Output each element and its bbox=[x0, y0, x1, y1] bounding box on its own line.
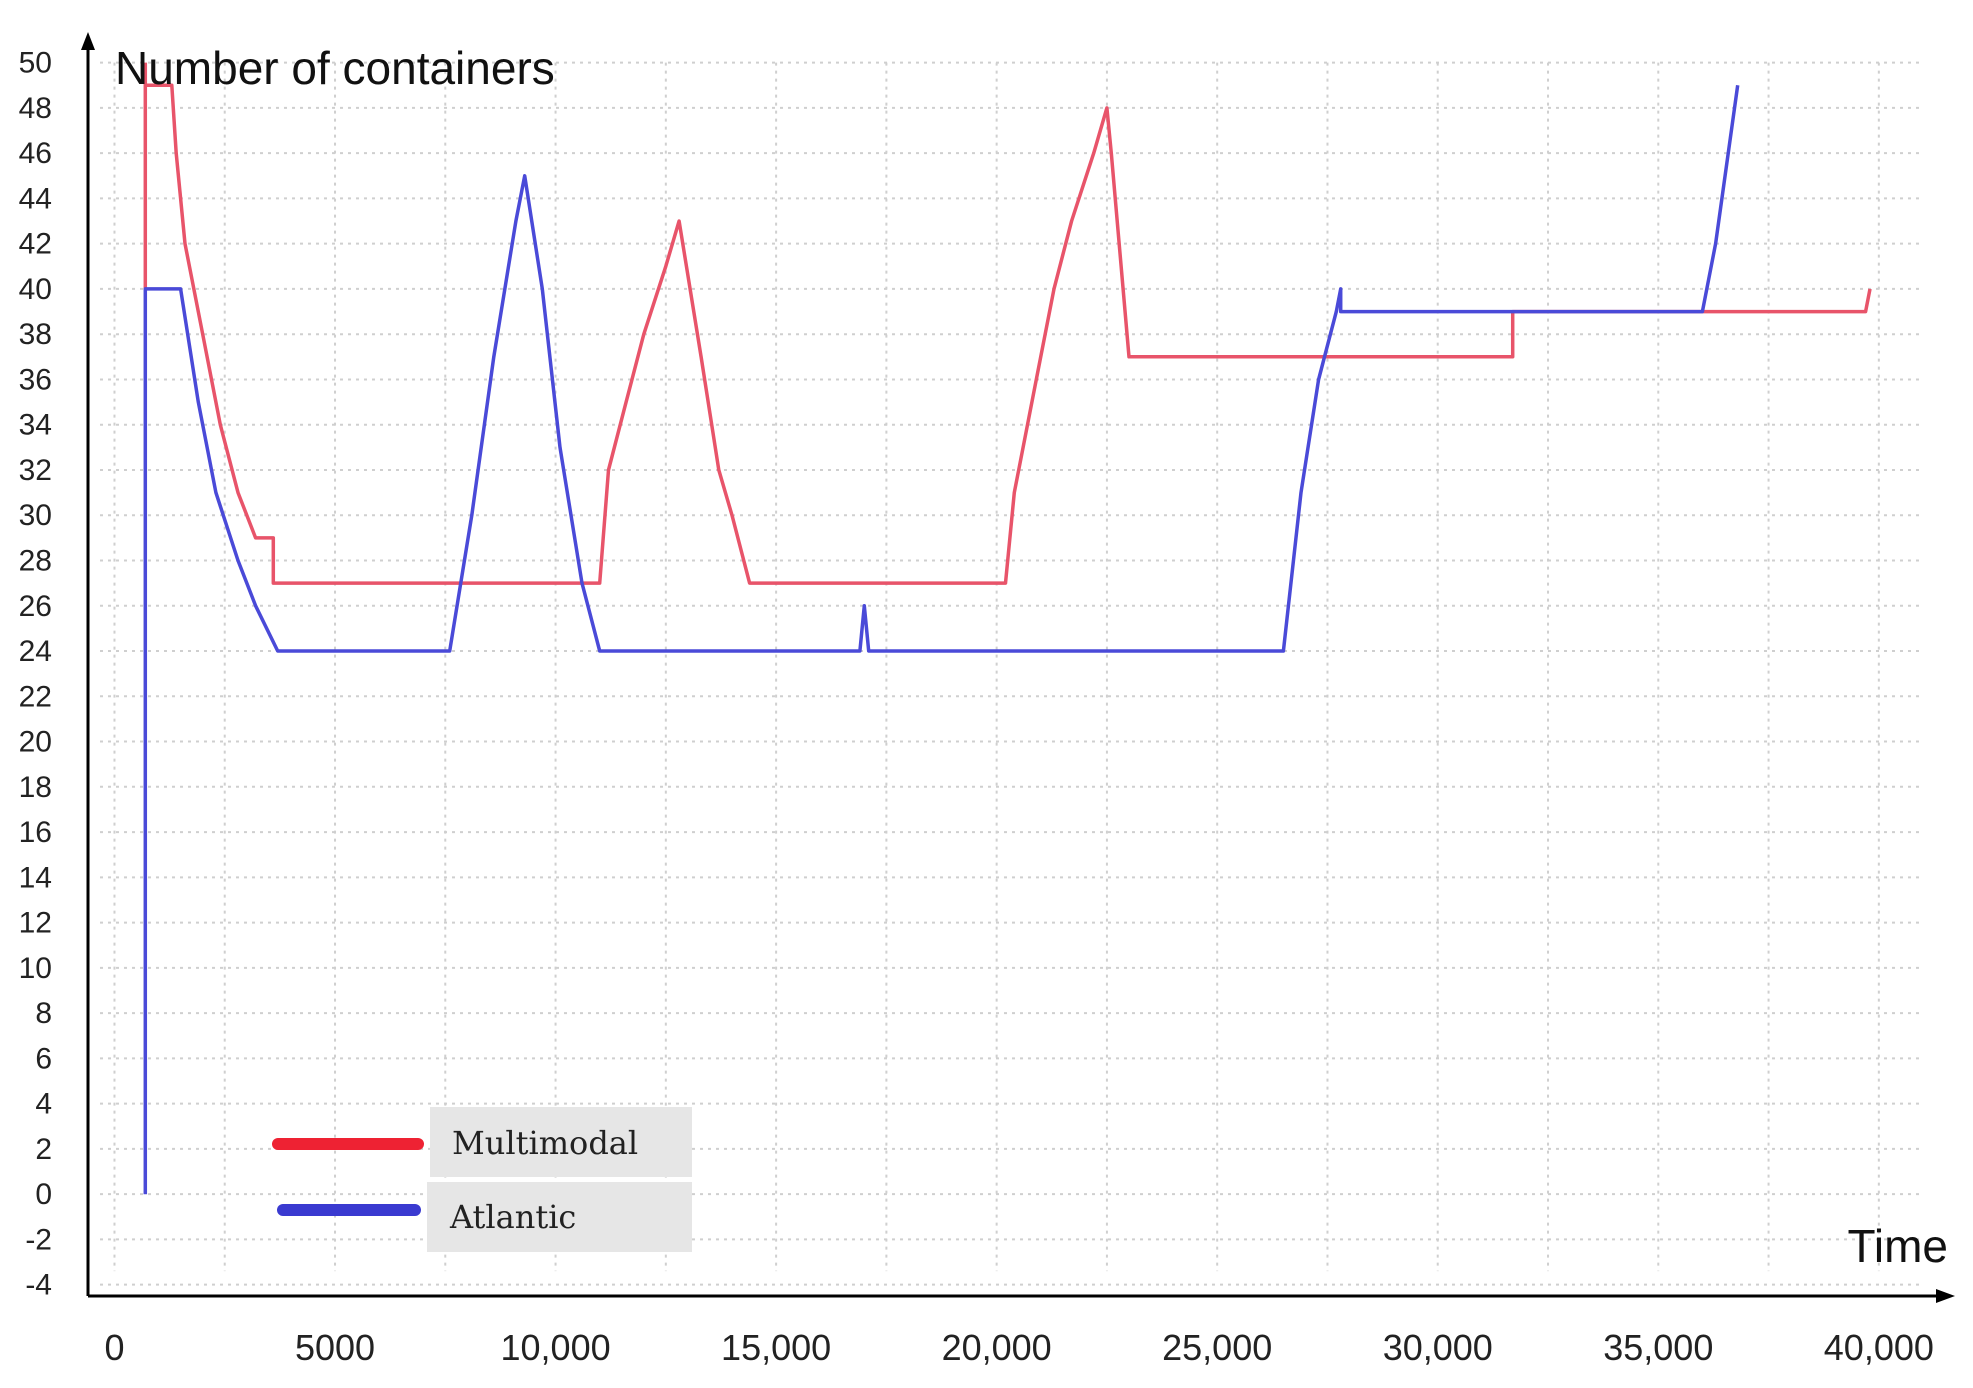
x-tick-label: 35,000 bbox=[1603, 1327, 1713, 1368]
y-tick-label: 22 bbox=[19, 680, 52, 713]
y-tick-label: 30 bbox=[19, 499, 52, 532]
y-tick-label: 18 bbox=[19, 771, 52, 804]
gridlines bbox=[100, 61, 1924, 1286]
y-tick-label: 6 bbox=[35, 1042, 52, 1075]
y-tick-label: 8 bbox=[35, 997, 52, 1030]
y-tick-label: 50 bbox=[19, 47, 52, 80]
series-lines bbox=[143, 62, 1872, 1195]
legend: Multimodal Atlantic bbox=[272, 1107, 692, 1252]
y-tick-label: 36 bbox=[19, 363, 52, 396]
legend-label-multimodal: Multimodal bbox=[452, 1124, 638, 1162]
y-tick-label: 16 bbox=[19, 816, 52, 849]
series-line-multimodal bbox=[143, 62, 1872, 585]
y-tick-label: 12 bbox=[19, 907, 52, 940]
y-tick-label: 42 bbox=[19, 228, 52, 261]
x-tick-label: 10,000 bbox=[501, 1327, 611, 1368]
y-tick-label: 40 bbox=[19, 273, 52, 306]
x-axis-title: Time bbox=[1847, 1220, 1948, 1272]
y-tick-label: 46 bbox=[19, 137, 52, 170]
legend-box-multimodal bbox=[430, 1107, 692, 1177]
y-tick-label: 26 bbox=[19, 590, 52, 623]
y-tick-label: 2 bbox=[35, 1133, 52, 1166]
y-axis-ticks: -4-2024681012141618202224262830323436384… bbox=[19, 47, 52, 1302]
legend-box-atlantic bbox=[427, 1182, 692, 1252]
x-tick-label: 20,000 bbox=[942, 1327, 1052, 1368]
y-tick-label: 10 bbox=[19, 952, 52, 985]
x-tick-label: 0 bbox=[104, 1327, 124, 1368]
y-tick-label: 24 bbox=[19, 635, 52, 668]
y-tick-label: 44 bbox=[19, 182, 52, 215]
x-tick-label: 15,000 bbox=[721, 1327, 831, 1368]
y-tick-label: 38 bbox=[19, 318, 52, 351]
y-tick-label: 14 bbox=[19, 861, 52, 894]
y-tick-label: 4 bbox=[35, 1088, 52, 1121]
x-tick-label: 5000 bbox=[295, 1327, 375, 1368]
x-tick-label: 40,000 bbox=[1824, 1327, 1934, 1368]
y-tick-label: 34 bbox=[19, 409, 52, 442]
y-tick-label: 48 bbox=[19, 92, 52, 125]
y-tick-label: 0 bbox=[35, 1178, 52, 1211]
y-tick-label: -2 bbox=[25, 1223, 52, 1256]
y-tick-label: 28 bbox=[19, 545, 52, 578]
y-tick-label: 32 bbox=[19, 454, 52, 487]
y-axis-arrow bbox=[81, 32, 95, 50]
x-tick-label: 25,000 bbox=[1162, 1327, 1272, 1368]
x-axis-arrow bbox=[1936, 1289, 1955, 1303]
x-tick-label: 30,000 bbox=[1383, 1327, 1493, 1368]
x-axis-ticks: 0 5000 10,000 15,000 20,000 25,000 30,000 35,00… bbox=[104, 1327, 1933, 1368]
y-axis-title: Number of containers bbox=[115, 42, 555, 94]
y-tick-label: -4 bbox=[25, 1269, 52, 1302]
legend-label-atlantic: Atlantic bbox=[449, 1198, 576, 1236]
series-line-atlantic bbox=[143, 85, 1740, 1195]
y-tick-label: 20 bbox=[19, 726, 52, 759]
